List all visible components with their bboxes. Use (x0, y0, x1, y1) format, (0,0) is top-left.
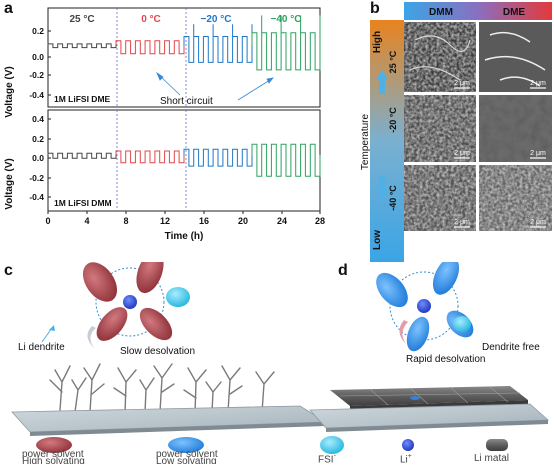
y-axis-label: Voltage (V) (4, 66, 15, 117)
desolvating-solvent-d (399, 320, 408, 344)
short-circuit-arrow-right (237, 79, 271, 101)
trace-25-c (47, 43, 117, 49)
slow-desolvation-label: Slow desolvation (120, 346, 195, 357)
y-axis-label-bottom: Voltage (V) (4, 158, 15, 209)
row-label-m20: -20 °C (388, 107, 398, 133)
legend-li-sup: + (407, 453, 412, 460)
temperature-axis-label: Temperature (360, 113, 371, 170)
ytick-bottom-0.0: 0.0 (32, 153, 44, 163)
sem-dmm-m40 (404, 165, 476, 231)
scale-bar-6: 2 μm (530, 219, 546, 226)
temp-label-m40: −40 °C (271, 14, 302, 25)
xtick-28: 28 (315, 216, 325, 226)
legend-li-metal-label: Li matal (474, 453, 510, 464)
short-circuit-arrow-left (159, 75, 181, 96)
trace--40-c (251, 143, 321, 177)
scale-bar-3: 2 μm (454, 150, 470, 157)
top-voltage-traces (47, 15, 321, 71)
ytick-bottom-0.4: 0.4 (32, 114, 44, 124)
xtick-20: 20 (238, 216, 248, 226)
legend-li-text: Li (400, 454, 408, 465)
trace--20-c (183, 148, 253, 167)
ytick-top-0.0: 0.0 (32, 52, 44, 62)
temp-label-25: 25 °C (69, 14, 94, 25)
trace--20-c (183, 24, 253, 63)
bottom-voltage-traces (47, 143, 321, 177)
row-label-25: 25 °C (388, 50, 398, 73)
panel-a-chart: Voltage (V) Voltage (V) 0.2 0.0 -0.2 -0.… (4, 7, 325, 242)
legend-li-icon (402, 439, 414, 451)
legend-li-label: Li+ (400, 453, 412, 465)
legend-high-line2: power solvent (22, 449, 84, 460)
legend-fsi-sup: - (333, 453, 336, 460)
sem-dme-m40 (479, 165, 552, 231)
trace--40-c (251, 15, 321, 71)
scale-bar-4: 2 μm (530, 150, 546, 157)
temp-label-0: 0 °C (141, 14, 161, 25)
solvation-cluster-c (82, 262, 190, 341)
ytick-bottom-m0.4: -0.4 (29, 192, 44, 202)
ytick-top-m0.2: -0.2 (29, 70, 44, 80)
top-condition-label: 1M LiFSI DME (54, 94, 111, 104)
legend-fsi-label: FSI- (318, 453, 336, 465)
column-header-bar (404, 2, 552, 20)
row-label-m40: -40 °C (388, 185, 398, 211)
li-dendrites (49, 363, 275, 415)
short-circuit-label: Short circuit (160, 96, 213, 107)
panel-label-a: a (4, 0, 13, 17)
ytick-top-0.2: 0.2 (32, 26, 44, 36)
xtick-16: 16 (199, 216, 209, 226)
temp-label-m20: −20 °C (201, 14, 232, 25)
sem-images (404, 22, 552, 231)
xtick-24: 24 (277, 216, 287, 226)
legend: High solvating Low solvating (22, 436, 508, 464)
column-header-dmm: DMM (429, 7, 453, 18)
trace-25-c (47, 152, 117, 159)
rapid-desolvation-label: Rapid desolvation (406, 354, 486, 365)
legend-low-line1: Low solvating (156, 456, 217, 464)
arrow-down-icon (376, 176, 388, 200)
ytick-top-m0.4: -0.4 (29, 90, 44, 100)
trace-0-c (115, 40, 185, 55)
temperature-low-label: Low (372, 230, 383, 250)
legend-high-solvent-icon (36, 437, 72, 453)
legend-low-line2: power solvent (156, 449, 218, 460)
legend-fsi-icon (320, 436, 344, 454)
legend-high-line1: High solvating (22, 456, 85, 464)
temperature-high-label: High (372, 31, 383, 53)
legend-li-metal-icon (486, 439, 508, 451)
x-axis-label: Time (h) (165, 231, 204, 242)
trace-0-c (115, 150, 185, 164)
li-dendrite-label: Li dendrite (18, 342, 65, 353)
ytick-bottom-m0.2: -0.2 (29, 173, 44, 183)
sem-dmm-m20 (404, 95, 476, 162)
sem-dmm-25 (404, 22, 476, 92)
xtick-4: 4 (84, 216, 89, 226)
bottom-condition-label: 1M LiFSI DMM (54, 198, 112, 208)
panel-cd-schematic: Li dendrite Slow desolvation Dendrite fr… (11, 262, 550, 464)
arrow-up-icon (376, 70, 388, 94)
xtick-0: 0 (45, 216, 50, 226)
sem-dme-25 (479, 22, 552, 92)
scale-bar-1: 2 μm (454, 80, 470, 87)
panel-label-d: d (338, 262, 348, 279)
panel-label-c: c (4, 262, 13, 279)
dendrite-free-label: Dendrite free (482, 342, 540, 353)
solvation-cluster-d (376, 262, 474, 352)
xtick-8: 8 (123, 216, 128, 226)
scale-bar-2: 2 μm (530, 80, 546, 87)
scale-bar-5: 2 μm (454, 219, 470, 226)
xtick-12: 12 (160, 216, 170, 226)
column-header-dme: DME (503, 7, 526, 18)
desolvating-solvent-c (87, 326, 96, 348)
temperature-gradient-bar (370, 20, 404, 262)
panel-label-b: b (370, 0, 380, 17)
ytick-bottom-0.2: 0.2 (32, 134, 44, 144)
legend-fsi-text: FSI (318, 454, 334, 465)
sem-dme-m20 (479, 95, 552, 162)
legend-low-solvent-icon (168, 437, 204, 453)
panel-b-sem-grid: DMM DME Temperature High Low 25 °C -20 °… (360, 2, 552, 262)
